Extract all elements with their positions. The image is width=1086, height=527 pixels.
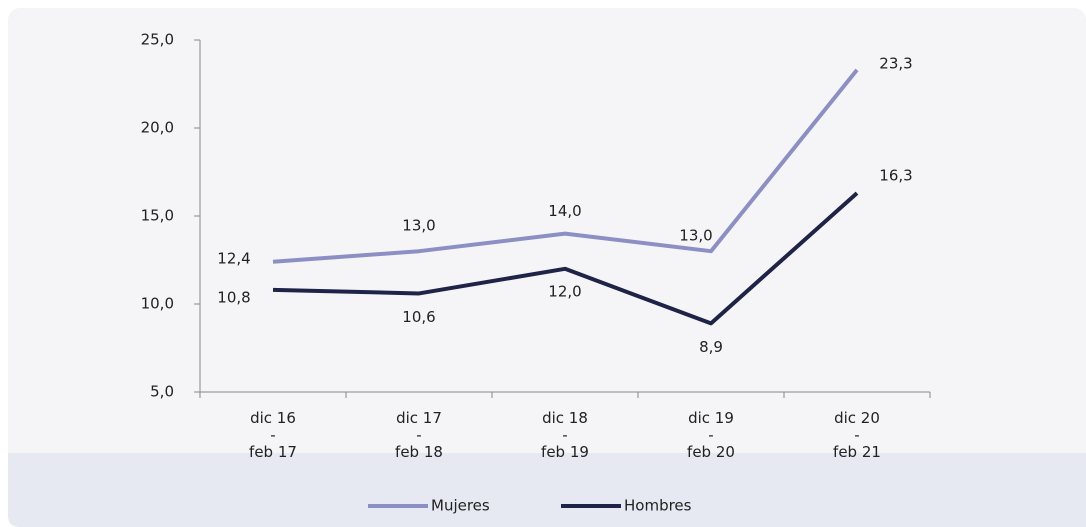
data-label: 10,8 (217, 288, 250, 306)
x-tick-label: dic 20 -feb 21 (833, 409, 881, 461)
data-label: 23,3 (879, 54, 912, 72)
data-label: 12,0 (548, 282, 581, 300)
x-tick-label: dic 19 -feb 20 (687, 409, 735, 461)
data-label: 16,3 (879, 167, 912, 185)
x-tick-label: dic 17 -feb 18 (395, 409, 443, 461)
y-tick-label: 5,0 (150, 383, 174, 401)
data-label: 10,6 (402, 308, 435, 326)
data-label: 8,9 (699, 338, 723, 356)
x-tick-label: dic 16 -feb 17 (249, 409, 297, 461)
y-tick-label: 10,0 (141, 295, 174, 313)
x-tick-label: dic 18 -feb 19 (541, 409, 589, 461)
data-label: 13,0 (402, 217, 435, 235)
legend-label: Hombres (624, 497, 692, 515)
data-label: 13,0 (679, 227, 712, 245)
y-tick-label: 25,0 (141, 31, 174, 49)
y-tick-label: 20,0 (141, 119, 174, 137)
data-label: 12,4 (217, 249, 250, 267)
legend-band (8, 453, 1086, 527)
data-label: 14,0 (548, 202, 581, 220)
line-series (272, 191, 859, 326)
y-tick-label: 15,0 (141, 207, 174, 225)
chart-background (8, 8, 1086, 527)
line-series (272, 68, 859, 264)
legend-label: Mujeres (431, 497, 490, 515)
